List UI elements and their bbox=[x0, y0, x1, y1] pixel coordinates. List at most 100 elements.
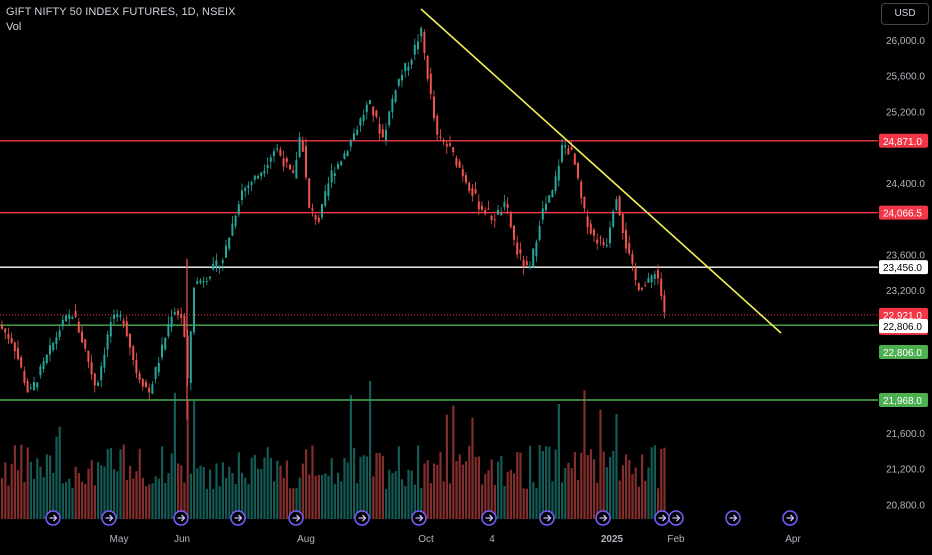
volume-bar-63 bbox=[202, 466, 205, 519]
candle-body bbox=[573, 153, 576, 165]
volume-bar-58 bbox=[186, 401, 189, 519]
volume-indicator-label[interactable]: Vol bbox=[6, 21, 22, 33]
candle-body bbox=[583, 197, 586, 209]
candle-42 bbox=[135, 352, 138, 378]
volume-bar-93 bbox=[298, 477, 301, 519]
candle-162 bbox=[519, 242, 522, 261]
volume-bar-143 bbox=[458, 454, 461, 519]
candle-20 bbox=[65, 313, 67, 322]
candlestick-chart[interactable] bbox=[0, 0, 878, 527]
event-arrow-icon[interactable] bbox=[288, 510, 304, 526]
candle-body bbox=[461, 169, 464, 177]
candle-92 bbox=[295, 151, 298, 179]
volume-bar-41 bbox=[132, 478, 135, 519]
crosshair-bg bbox=[879, 319, 928, 333]
currency-button[interactable]: USD bbox=[881, 3, 929, 25]
candle-body bbox=[125, 321, 128, 337]
candle-9 bbox=[29, 383, 32, 391]
volume-bar-182 bbox=[583, 390, 586, 519]
candle-body bbox=[234, 215, 237, 227]
candle-body bbox=[551, 190, 554, 198]
candle-body bbox=[282, 158, 285, 167]
volume-bar-13 bbox=[42, 477, 45, 519]
candle-33 bbox=[106, 330, 109, 358]
event-arrow-icon[interactable] bbox=[45, 510, 61, 526]
candle-80 bbox=[257, 173, 259, 179]
candle-5 bbox=[17, 340, 19, 361]
candle-81 bbox=[260, 172, 263, 181]
event-arrow-icon[interactable] bbox=[354, 510, 370, 526]
candle-body bbox=[68, 314, 71, 319]
volume-bar-78 bbox=[250, 457, 253, 519]
volume-bar-171 bbox=[548, 446, 551, 519]
candle-body bbox=[349, 139, 352, 147]
event-arrow bbox=[415, 514, 424, 522]
candle-27 bbox=[87, 350, 90, 369]
event-arrow-icon[interactable] bbox=[782, 510, 798, 526]
volume-bar-22 bbox=[71, 488, 74, 519]
volume-bar-76 bbox=[244, 477, 247, 519]
event-arrow bbox=[485, 514, 494, 522]
volume-bar-115 bbox=[369, 380, 372, 519]
volume-bar-137 bbox=[439, 451, 442, 519]
volume-bar-26 bbox=[84, 484, 87, 519]
price-tag-green-line: 22,806.0 bbox=[879, 344, 928, 359]
candle-91 bbox=[292, 165, 295, 174]
price-tick-label: 23,200.0 bbox=[886, 286, 925, 297]
candle-125 bbox=[401, 69, 403, 88]
event-arrow-icon[interactable] bbox=[411, 510, 427, 526]
candle-57 bbox=[183, 312, 186, 338]
volume-bar-16 bbox=[52, 472, 55, 519]
price-tick-label: 23,600.0 bbox=[886, 250, 925, 261]
event-arrow-icon[interactable] bbox=[230, 510, 246, 526]
price-axis[interactable]: 26,000.0 25,600.0 25,200.0 24,400.0 23,600.0… bbox=[878, 0, 932, 547]
volume-bar-148 bbox=[474, 457, 477, 519]
volume-bar-206 bbox=[660, 449, 663, 519]
candle-body bbox=[653, 274, 656, 279]
candle-64 bbox=[205, 277, 208, 286]
volume-bar-33 bbox=[106, 449, 109, 519]
volume-bar-156 bbox=[500, 455, 503, 519]
candle-body bbox=[631, 253, 634, 264]
candle-body bbox=[353, 133, 355, 140]
candle-15 bbox=[49, 337, 51, 362]
price-tick-label: 21,200.0 bbox=[886, 465, 925, 476]
candle-body bbox=[100, 366, 103, 381]
volume-bar-187 bbox=[599, 409, 602, 519]
volume-bar-45 bbox=[145, 486, 148, 519]
last-price-text: 22,921.0 bbox=[883, 311, 922, 322]
event-arrow-icon[interactable] bbox=[481, 510, 497, 526]
candle-body bbox=[554, 176, 557, 192]
candle-146 bbox=[468, 181, 471, 194]
time-axis[interactable]: May Jun Aug Oct 4 2025 Feb Apr bbox=[0, 527, 878, 550]
event-arrow-icon[interactable] bbox=[654, 510, 670, 526]
volume-bar-111 bbox=[356, 483, 359, 519]
price-tick-label: 21,600.0 bbox=[886, 429, 925, 440]
candle-body bbox=[29, 387, 32, 389]
price-tag-bg bbox=[879, 393, 928, 407]
candle-45 bbox=[145, 379, 147, 388]
symbol-title[interactable]: GIFT NIFTY 50 INDEX FUTURES, 1D, NSEIX bbox=[6, 6, 236, 18]
volume-bar-192 bbox=[615, 414, 618, 519]
candle-body bbox=[436, 115, 439, 135]
chart-canvas[interactable]: GIFT NIFTY 50 INDEX FUTURES, 1D, NSEIX V… bbox=[0, 0, 878, 527]
candle-body bbox=[186, 335, 189, 379]
candle-189 bbox=[605, 237, 608, 248]
candle-body bbox=[365, 104, 368, 113]
candle-69 bbox=[221, 257, 224, 271]
event-arrow-icon[interactable] bbox=[101, 510, 117, 526]
event-arrow-icon[interactable] bbox=[539, 510, 555, 526]
candle-body bbox=[525, 261, 528, 266]
candle-132 bbox=[423, 29, 426, 60]
event-arrow-icon[interactable] bbox=[173, 510, 189, 526]
candle-body bbox=[87, 350, 90, 362]
volume-bar-0 bbox=[1, 478, 4, 519]
volume-bar-102 bbox=[327, 475, 330, 519]
candle-119 bbox=[381, 123, 384, 139]
event-arrow-icon[interactable] bbox=[725, 510, 741, 526]
volume-bar-169 bbox=[541, 451, 544, 519]
volume-bar-31 bbox=[100, 465, 103, 519]
event-arrow-icon[interactable] bbox=[668, 510, 684, 526]
event-arrow-icon[interactable] bbox=[595, 510, 611, 526]
candle-body bbox=[250, 182, 253, 185]
